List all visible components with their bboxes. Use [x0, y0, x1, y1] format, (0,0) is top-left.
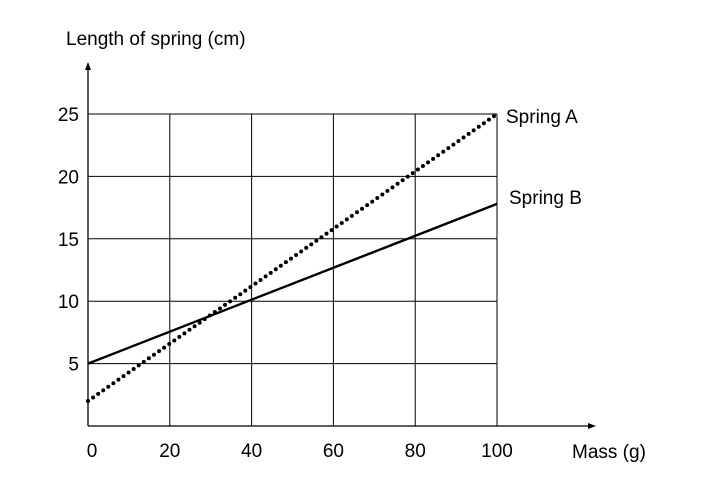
series-label-spring-a: Spring A: [506, 107, 578, 128]
grid: [88, 113, 498, 426]
series-line-spring-a: [86, 112, 499, 404]
x-axis-arrow: [588, 423, 596, 429]
y-tick-label-25: 25: [58, 105, 79, 126]
series-group: [86, 112, 499, 404]
y-axis-label: Length of spring (cm): [66, 29, 246, 50]
x-tick-label-20: 20: [159, 441, 180, 462]
x-tick-label-40: 40: [241, 441, 262, 462]
series-line-spring-b: [87, 202, 498, 365]
axes: [85, 62, 596, 429]
x-tick-label-60: 60: [323, 441, 344, 462]
x-tick-label-80: 80: [405, 441, 426, 462]
y-tick-label-15: 15: [58, 230, 79, 251]
y-tick-label-5: 5: [68, 355, 79, 376]
series-label-spring-b: Spring B: [509, 188, 582, 209]
y-axis-arrow: [85, 62, 91, 70]
x-tick-label-100: 100: [481, 441, 513, 462]
y-tick-label-10: 10: [58, 292, 79, 313]
tick-labels: 0 20 40 60 80 100 5 10 15 20 25: [58, 105, 513, 462]
x-tick-label-0: 0: [87, 441, 98, 462]
x-axis-label: Mass (g): [572, 442, 646, 463]
y-tick-label-20: 20: [58, 167, 79, 188]
